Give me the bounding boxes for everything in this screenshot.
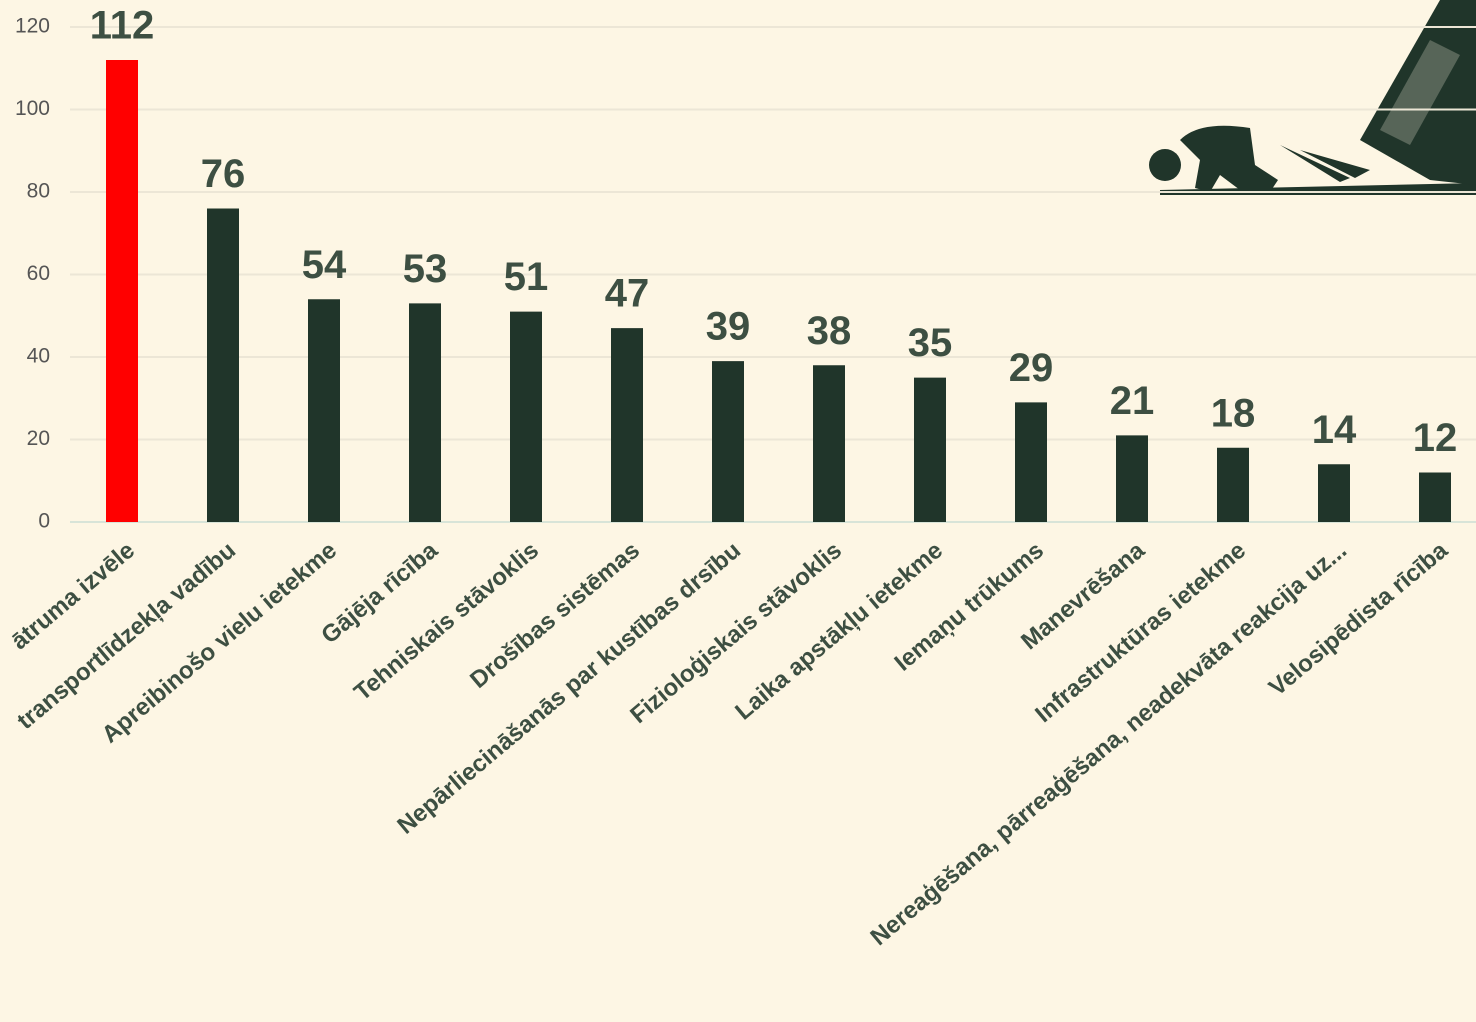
- value-label: 38: [807, 309, 852, 353]
- value-label: 54: [302, 243, 347, 287]
- bar: [106, 60, 138, 522]
- bar: [1419, 472, 1451, 522]
- x-tick-label: Drošības sistēmas: [465, 537, 645, 694]
- value-label: 51: [504, 255, 549, 299]
- x-tick-label: Nereaģēšana, pārreaģēšana, neadekvāta re…: [865, 537, 1351, 951]
- bar: [308, 299, 340, 522]
- bar: [1116, 435, 1148, 522]
- y-tick-label: 120: [15, 15, 50, 38]
- x-tick-label: Laika apstākļu ietekme: [730, 537, 948, 726]
- x-tick-label: Nepārliecināšanās par kustības drsību: [392, 537, 746, 840]
- y-tick-label: 40: [27, 345, 50, 368]
- x-tick-label: Tehniskais stāvoklis: [349, 537, 544, 707]
- value-label: 29: [1009, 346, 1054, 390]
- illustration: [1149, 0, 1476, 195]
- value-label: 47: [605, 272, 650, 316]
- value-label: 35: [908, 321, 953, 365]
- bar: [510, 311, 542, 522]
- value-label: 18: [1211, 391, 1256, 435]
- y-tick-label: 100: [15, 97, 50, 120]
- bar: [914, 377, 946, 522]
- y-tick-label: 0: [38, 510, 50, 533]
- value-label: 21: [1110, 379, 1155, 423]
- bar: [712, 361, 744, 522]
- value-label: 14: [1312, 408, 1357, 452]
- bar: [1318, 464, 1350, 522]
- y-tick-label: 60: [27, 262, 50, 285]
- bar: [813, 365, 845, 522]
- value-label: 76: [201, 152, 246, 196]
- bar: [207, 208, 239, 522]
- value-label: 39: [706, 305, 751, 349]
- x-tick-label: Velosipēdista rīcība: [1264, 536, 1454, 701]
- bar: [1015, 402, 1047, 522]
- bar: [1217, 447, 1249, 522]
- value-label: 12: [1413, 416, 1458, 460]
- value-label: 53: [403, 247, 448, 291]
- y-tick-label: 20: [27, 427, 50, 450]
- value-label: 112: [90, 4, 155, 48]
- y-tick-label: 80: [27, 180, 50, 203]
- bar: [409, 303, 441, 522]
- bar: [611, 328, 643, 522]
